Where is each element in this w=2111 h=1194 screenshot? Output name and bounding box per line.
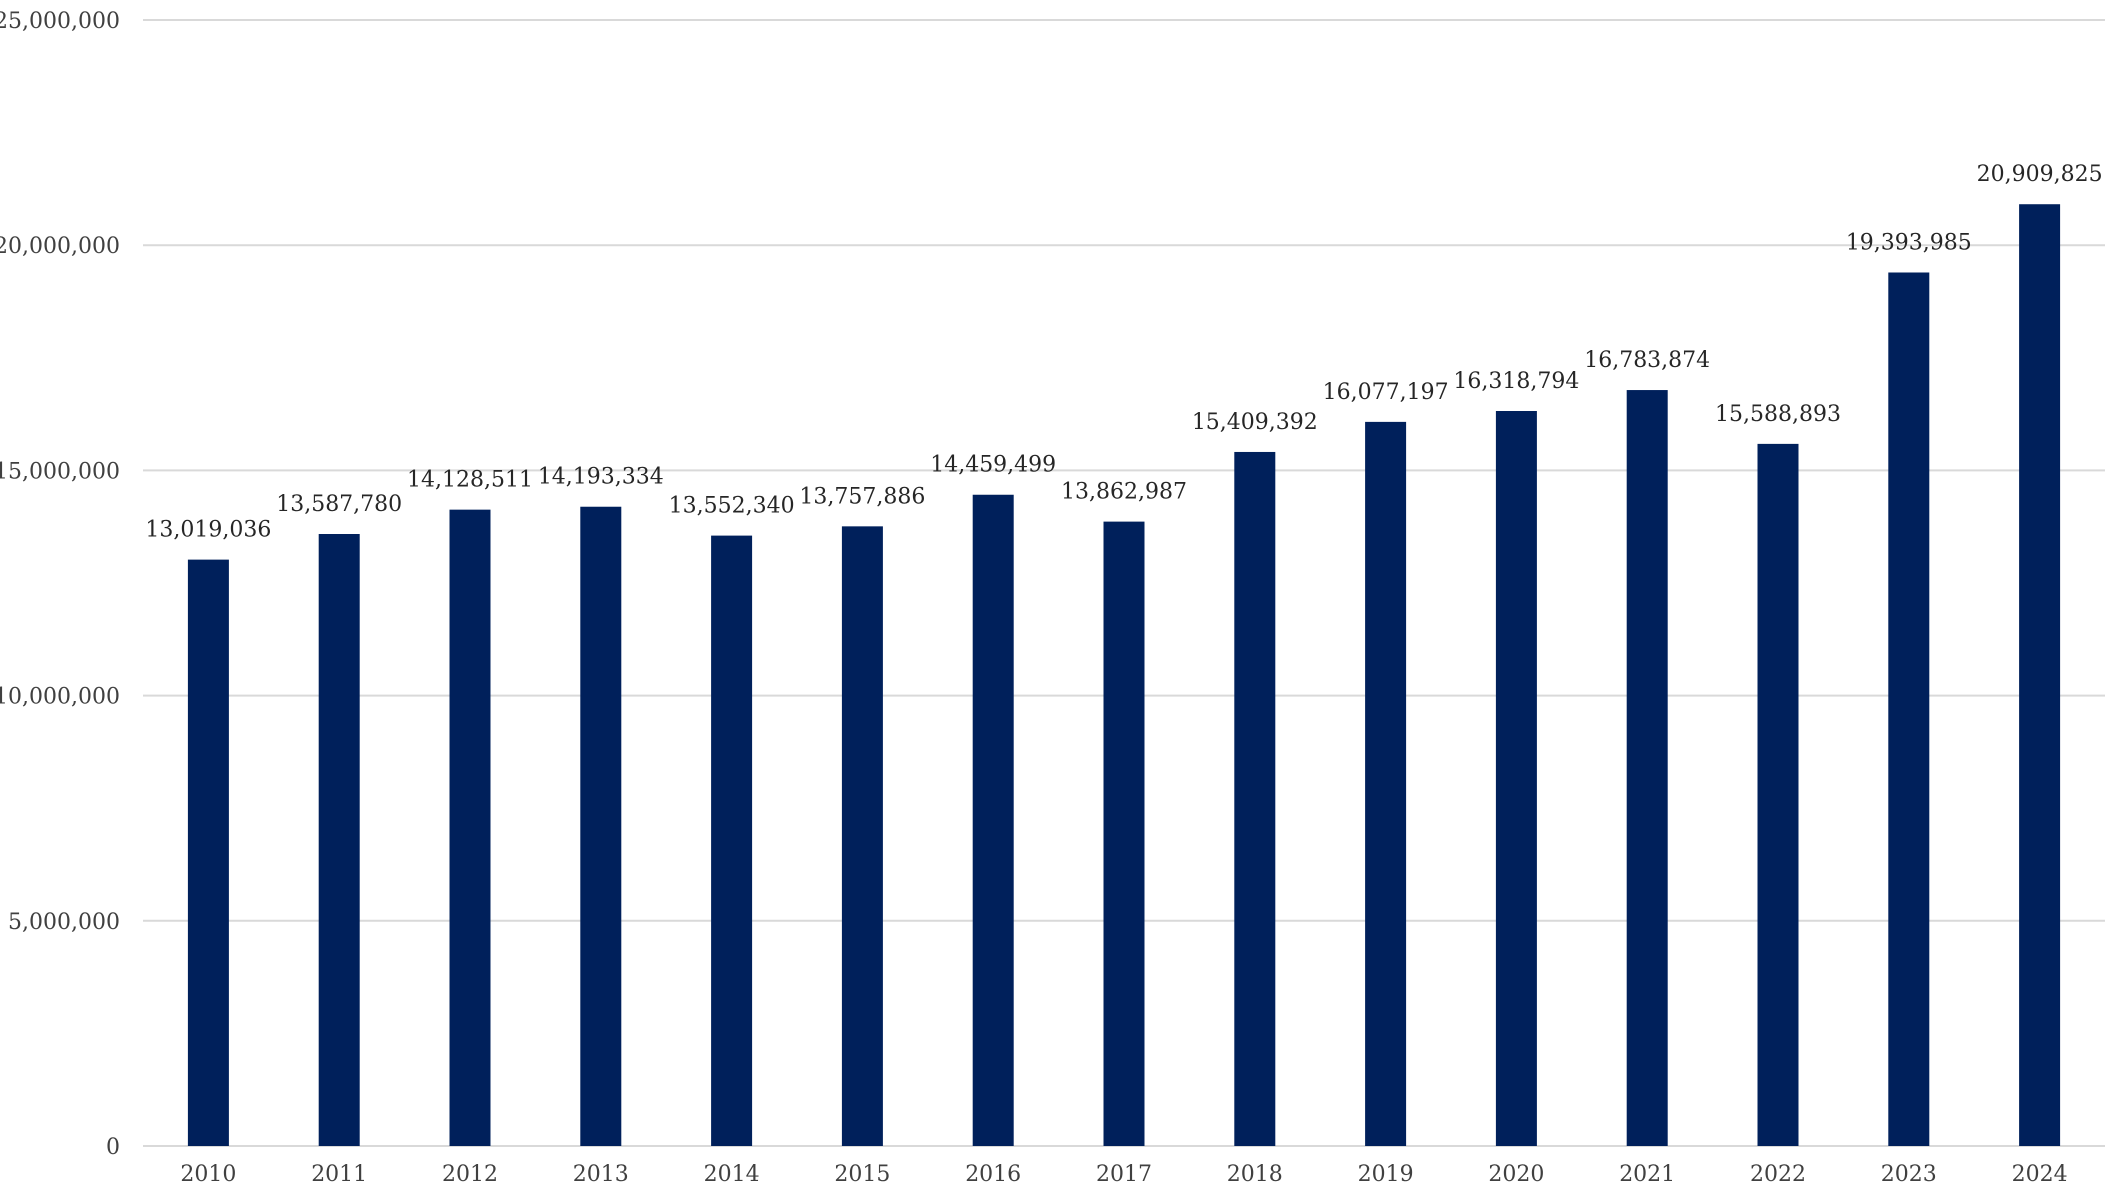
- data-label: 16,783,874: [1584, 348, 1710, 373]
- bar: [449, 509, 491, 1146]
- bar: [1234, 451, 1276, 1146]
- data-label: 13,587,780: [276, 492, 402, 517]
- x-tick-label: 2024: [2012, 1162, 2068, 1187]
- x-tick-label: 2018: [1227, 1162, 1283, 1187]
- bar: [187, 559, 229, 1146]
- data-label: 15,409,392: [1192, 410, 1318, 435]
- x-tick-label: 2013: [573, 1162, 629, 1187]
- x-tick-label: 2020: [1488, 1162, 1544, 1187]
- bar: [1626, 390, 1668, 1146]
- bar: [1888, 272, 1930, 1147]
- bar: [2019, 204, 2061, 1146]
- data-label: 14,459,499: [930, 453, 1056, 478]
- bar: [711, 535, 753, 1146]
- x-tick-label: 2019: [1358, 1162, 1414, 1187]
- bar: [1495, 411, 1537, 1146]
- data-label: 16,077,197: [1323, 380, 1449, 405]
- x-tick-label: 2021: [1619, 1162, 1675, 1187]
- data-label: 13,552,340: [669, 494, 795, 519]
- x-tick-label: 2014: [704, 1162, 760, 1187]
- data-label: 19,393,985: [1846, 230, 1972, 255]
- y-tick-label: 0: [106, 1135, 120, 1160]
- x-tick-label: 2023: [1881, 1162, 1937, 1187]
- x-tick-label: 2015: [834, 1162, 890, 1187]
- data-label: 16,318,794: [1453, 369, 1579, 394]
- y-tick-label: 5,000,000: [8, 910, 120, 935]
- x-tick-label: 2010: [180, 1162, 236, 1187]
- data-label: 14,128,511: [407, 468, 533, 493]
- bar: [1757, 443, 1799, 1147]
- x-tick-label: 2022: [1750, 1162, 1806, 1187]
- bar: [972, 494, 1014, 1147]
- data-label: 13,019,036: [145, 518, 271, 543]
- y-tick-label: 10,000,000: [0, 685, 120, 710]
- data-label: 13,757,886: [799, 484, 925, 509]
- x-tick-label: 2011: [311, 1162, 367, 1187]
- bar: [841, 526, 883, 1146]
- x-tick-label: 2017: [1096, 1162, 1152, 1187]
- bar: [318, 534, 360, 1146]
- y-tick-label: 20,000,000: [0, 234, 120, 259]
- data-label: 14,193,334: [538, 465, 664, 490]
- x-tick-label: 2012: [442, 1162, 498, 1187]
- data-label: 20,909,825: [1977, 162, 2103, 187]
- bar: [1365, 421, 1407, 1146]
- data-label: 15,588,893: [1715, 402, 1841, 427]
- y-tick-label: 25,000,000: [0, 9, 120, 34]
- y-tick-label: 15,000,000: [0, 459, 120, 484]
- bar: [580, 506, 622, 1146]
- data-label: 13,862,987: [1061, 480, 1187, 505]
- bar: [1103, 521, 1145, 1146]
- x-tick-label: 2016: [965, 1162, 1021, 1187]
